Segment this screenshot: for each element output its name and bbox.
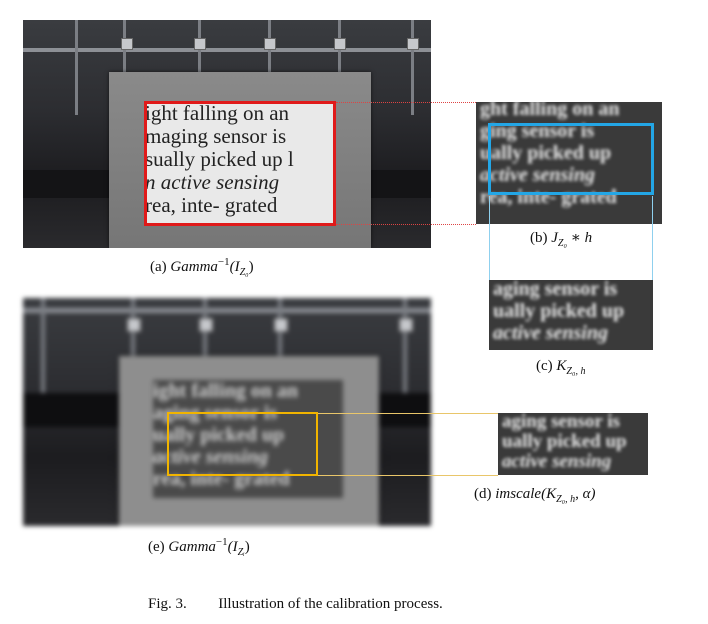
connector-blue-left	[489, 196, 490, 280]
roi-yellow-box	[167, 412, 318, 476]
text-sheet: ight falling on an maging sensor is sual…	[145, 102, 335, 226]
panel-e-image: ight falling on an aging sensor is ually…	[23, 298, 431, 526]
connector-red-top	[336, 102, 476, 103]
roi-blue-box	[488, 123, 654, 195]
panel-d-image: aging sensor is ually picked up active s…	[498, 413, 648, 475]
figure-label: Fig. 3.	[148, 596, 187, 612]
panel-b-image: ght falling on an ging sensor is ually p…	[476, 102, 662, 224]
panel-a-image: ight falling on an maging sensor is sual…	[23, 20, 431, 248]
figure-caption: Fig. 3. Illustration of the calibration …	[148, 596, 443, 613]
connector-yellow-top	[318, 413, 498, 414]
rail	[23, 48, 431, 52]
roi-red-box	[144, 101, 336, 226]
caption-a: (a) Gamma−1(IZ₀)	[150, 256, 254, 278]
connector-yellow-bottom	[318, 475, 498, 476]
caption-b: (b) JZ₀ ∗ h	[530, 230, 593, 249]
caption-d: (d) imscale(KZ₀, h, α)	[474, 486, 596, 505]
connector-blue-right	[652, 196, 653, 280]
caption-c: (c) KZ₀, h	[536, 358, 586, 377]
panel-c-image: aging sensor is ually picked up active s…	[489, 280, 653, 350]
caption-e: (e) Gamma−1(IZᵢ)	[148, 536, 250, 558]
figure-caption-text: Illustration of the calibration process.	[218, 596, 443, 612]
connector-red-bottom	[336, 224, 476, 225]
